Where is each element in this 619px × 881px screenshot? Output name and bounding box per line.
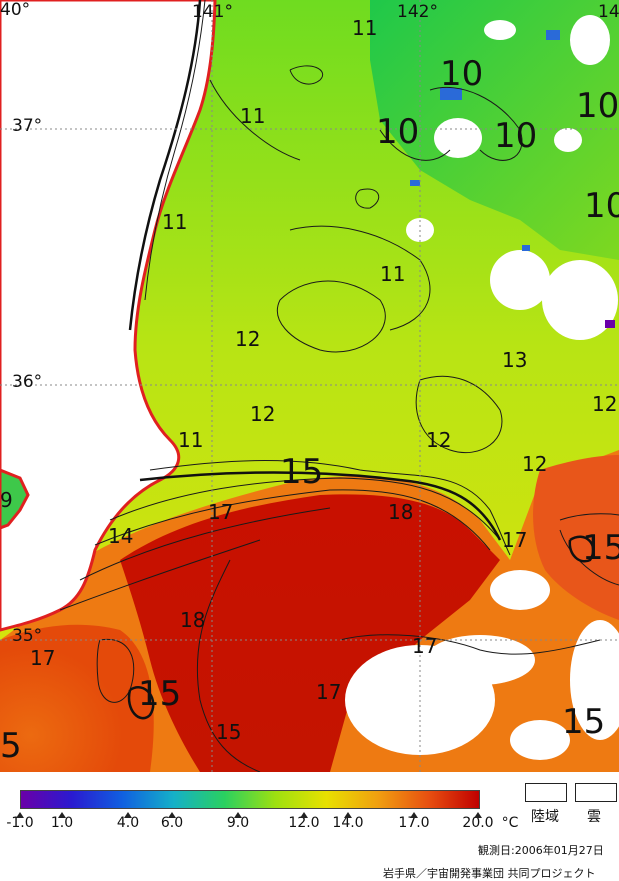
land-small-peninsula — [0, 468, 30, 530]
isotherm-label: 15 — [582, 528, 619, 568]
colorbar-tick-label: -1.0 — [6, 815, 34, 831]
isotherm-label: 15 — [280, 452, 324, 492]
colorbar-tick — [300, 812, 308, 818]
isotherm-label: 5 — [0, 726, 22, 766]
sea-surface-temperature-map: 40° 141° 142° 14 37° 36° 35° 11 10 10 10… — [0, 0, 619, 772]
isotherm-label: 10 — [376, 112, 420, 152]
cold-patches — [410, 30, 615, 328]
longitude-label: 14 — [598, 2, 619, 22]
isotherm-label: 11 — [352, 16, 378, 40]
isotherm-label: 15 — [562, 702, 606, 742]
isotherm-label: 15 — [138, 674, 182, 714]
isotherm-label: 11 — [380, 262, 406, 286]
land-legend-box — [525, 783, 567, 802]
colorbar-tick — [16, 812, 24, 818]
colorbar-tick — [58, 812, 66, 818]
cloud-mask — [345, 15, 619, 760]
isotherm-lines — [59, 0, 619, 772]
longitude-label: 141° — [192, 2, 233, 22]
sea-kuroshio-core — [120, 494, 500, 772]
isotherm-label: 12 — [235, 327, 261, 351]
isotherm-label: 17 — [502, 528, 528, 552]
land-honshu — [0, 0, 217, 632]
colorbar-tick-label: 9.0 — [226, 815, 250, 831]
isotherm-label: 9 — [0, 488, 13, 512]
isotherm-label: 14 — [108, 524, 134, 548]
isotherm-label: 17 — [208, 500, 234, 524]
credit-text: 岩手県／宇宙開発事業団 共同プロジェクト — [383, 867, 596, 880]
isotherm-bold-lines — [127, 0, 595, 720]
map-graphic — [0, 0, 619, 772]
isotherm-label: 10 — [584, 186, 619, 226]
colorbar-tick — [344, 812, 352, 818]
sea-warm-southwest — [0, 624, 154, 772]
longitude-label: 40° — [0, 0, 31, 20]
longitude-label: 142° — [397, 2, 438, 22]
latitude-label: 35° — [12, 626, 43, 646]
colorbar-tick-label: 20.0 — [462, 815, 494, 831]
isotherm-label: 13 — [502, 348, 528, 372]
isotherm-label: 12 — [522, 452, 548, 476]
isotherm-label: 10 — [494, 116, 538, 156]
isotherm-label: 11 — [178, 428, 204, 452]
isotherm-label: 18 — [388, 500, 414, 524]
colorbar-tick-label: 12.0 — [288, 815, 320, 831]
latitude-label: 36° — [12, 372, 43, 392]
isotherm-label: 17 — [30, 646, 56, 670]
isotherm-label: 12 — [250, 402, 276, 426]
graticule — [0, 0, 619, 772]
observation-date: 観測日:2006年01月27日 — [478, 844, 604, 857]
land-legend-label: 陸域 — [531, 809, 559, 825]
latitude-label: 37° — [12, 116, 43, 136]
colorbar-tick-label: 1.0 — [50, 815, 74, 831]
isotherm-label: 18 — [180, 608, 206, 632]
isotherm-label: 15 — [216, 720, 242, 744]
isotherm-label: 11 — [240, 104, 266, 128]
isotherm-label: 11 — [162, 210, 188, 234]
colorbar-tick — [474, 812, 482, 818]
isotherm-label: 12 — [592, 392, 618, 416]
isotherm-label: 12 — [426, 428, 452, 452]
isotherm-label: 10 — [576, 86, 619, 126]
colorbar-unit: °C — [501, 815, 519, 831]
isotherm-label: 17 — [412, 634, 438, 658]
temperature-colorbar — [20, 790, 480, 809]
colorbar-tick — [410, 812, 418, 818]
colorbar-tick — [234, 812, 242, 818]
colorbar-tick-label: 4.0 — [116, 815, 140, 831]
isotherm-label: 10 — [440, 54, 484, 94]
cloud-legend-box — [575, 783, 617, 802]
colorbar-tick — [168, 812, 176, 818]
colorbar-tick — [124, 812, 132, 818]
isotherm-label: 17 — [316, 680, 342, 704]
colorbar-tick-label: 17.0 — [398, 815, 430, 831]
sea-cold-northeast — [370, 0, 619, 260]
cloud-legend-label: 雲 — [587, 809, 601, 825]
colorbar-tick-label: 14.0 — [332, 815, 364, 831]
colorbar-tick-label: 6.0 — [160, 815, 184, 831]
